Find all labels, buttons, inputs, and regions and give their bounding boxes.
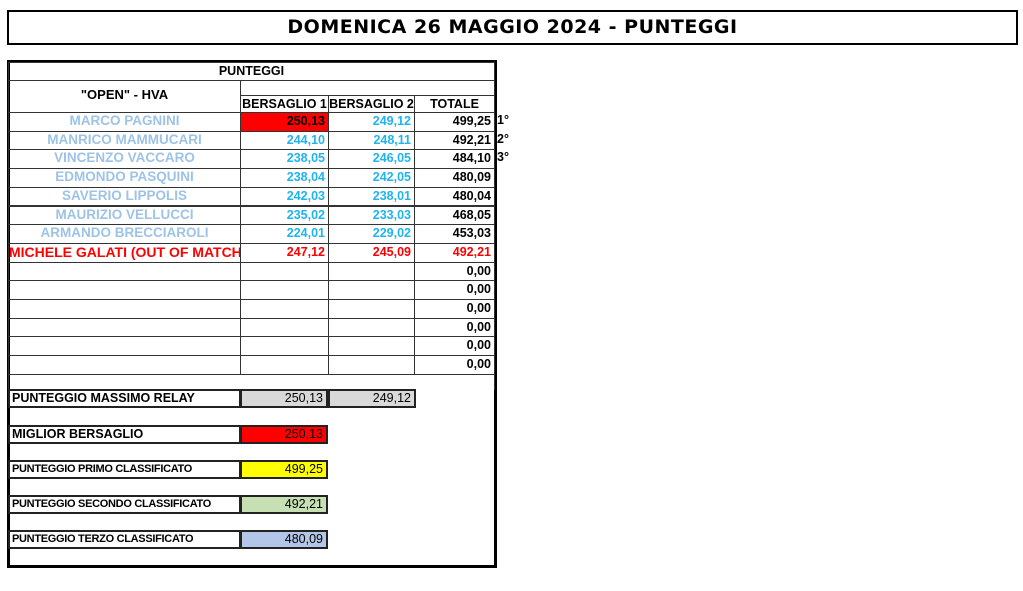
rank-label: 1°: [497, 113, 509, 127]
score-totale: 0,00: [414, 280, 495, 300]
page-title: DOMENICA 26 MAGGIO 2024 - PUNTEGGI: [7, 10, 1018, 45]
player-name: [8, 299, 241, 319]
table-header: PUNTEGGI: [8, 62, 495, 81]
player-name: SAVERIO LIPPOLIS: [8, 186, 241, 207]
score-bersaglio-1: 244,10: [240, 130, 329, 151]
rank-label: 3°: [497, 150, 509, 165]
summary-value: 250,13: [240, 425, 328, 444]
score-bersaglio-2: 242,05: [328, 168, 415, 188]
summary-value: 250,13: [240, 389, 328, 408]
score-bersaglio-1: 238,05: [240, 149, 329, 170]
column-bersaglio-2: BERSAGLIO 2: [328, 95, 415, 113]
player-name: [8, 336, 241, 357]
score-bersaglio-2: 249,12: [328, 112, 415, 132]
score-bersaglio-2: [328, 317, 415, 338]
score-bersaglio-2: 245,09: [328, 242, 415, 263]
summary-value: 249,12: [328, 389, 416, 408]
player-name: VINCENZO VACCARO: [8, 149, 241, 170]
score-bersaglio-2: 233,03: [328, 205, 415, 226]
score-totale: 484,10: [414, 149, 495, 170]
score-bersaglio-1: [240, 336, 329, 357]
score-bersaglio-1: 238,04: [240, 168, 329, 188]
score-bersaglio-1: [240, 355, 329, 375]
summary-label: MIGLIOR BERSAGLIO: [8, 425, 241, 444]
score-totale: 480,04: [414, 186, 495, 207]
score-bersaglio-2: [328, 336, 415, 357]
summary-value: 499,25: [240, 460, 328, 479]
score-totale: 0,00: [414, 261, 495, 282]
score-bersaglio-2: 229,02: [328, 224, 415, 244]
column-bersaglio-1: BERSAGLIO 1: [240, 95, 329, 113]
score-totale: 492,21: [414, 130, 495, 151]
player-name: [8, 261, 241, 282]
score-totale: 480,09: [414, 168, 495, 188]
score-bersaglio-2: 246,05: [328, 149, 415, 170]
score-totale: 0,00: [414, 299, 495, 319]
score-bersaglio-1: [240, 280, 329, 300]
score-bersaglio-2: [328, 261, 415, 282]
score-totale: 468,05: [414, 205, 495, 226]
score-bersaglio-1: 224,01: [240, 224, 329, 244]
score-bersaglio-1: 250,13: [240, 112, 329, 132]
score-totale: 0,00: [414, 336, 495, 357]
column-totale: TOTALE: [414, 95, 495, 113]
player-name: EDMONDO PASQUINI: [8, 168, 241, 188]
summary-value: 492,21: [240, 495, 328, 514]
score-bersaglio-2: [328, 280, 415, 300]
player-name: MARCO PAGNINI: [8, 112, 241, 132]
score-bersaglio-1: [240, 299, 329, 319]
score-bersaglio-2: 238,01: [328, 186, 415, 207]
score-totale: 0,00: [414, 355, 495, 375]
player-name: [8, 317, 241, 338]
score-totale: 453,03: [414, 224, 495, 244]
player-name: MAURIZIO VELLUCCI: [8, 205, 241, 226]
rank-label: 2°: [497, 131, 509, 146]
score-bersaglio-1: [240, 261, 329, 282]
category-label: "OPEN" - HVA: [8, 80, 241, 113]
summary-label: PUNTEGGIO TERZO CLASSIFICATO: [8, 530, 241, 549]
spacer-row: [8, 373, 495, 390]
score-bersaglio-2: 248,11: [328, 130, 415, 151]
player-name: MANRICO MAMMUCARI: [8, 130, 241, 151]
score-bersaglio-2: [328, 355, 415, 375]
score-bersaglio-1: 247,12: [240, 242, 329, 263]
player-name: [8, 280, 241, 300]
player-name: [8, 355, 241, 375]
summary-label: PUNTEGGIO MASSIMO RELAY: [8, 389, 241, 408]
summary-value: 480,09: [240, 530, 328, 549]
score-bersaglio-1: [240, 317, 329, 338]
score-totale: 499,25: [414, 112, 495, 132]
player-name: ARMANDO BRECCIAROLI: [8, 224, 241, 244]
score-bersaglio-1: 235,02: [240, 205, 329, 226]
score-totale: 492,21: [414, 242, 495, 263]
score-bersaglio-2: [328, 299, 415, 319]
summary-label: PUNTEGGIO PRIMO CLASSIFICATO: [8, 460, 241, 479]
score-totale: 0,00: [414, 317, 495, 338]
header-spacer: [240, 80, 495, 96]
score-bersaglio-1: 242,03: [240, 186, 329, 207]
player-name: MICHELE GALATI (OUT OF MATCH): [8, 242, 241, 263]
summary-label: PUNTEGGIO SECONDO CLASSIFICATO: [8, 495, 241, 514]
